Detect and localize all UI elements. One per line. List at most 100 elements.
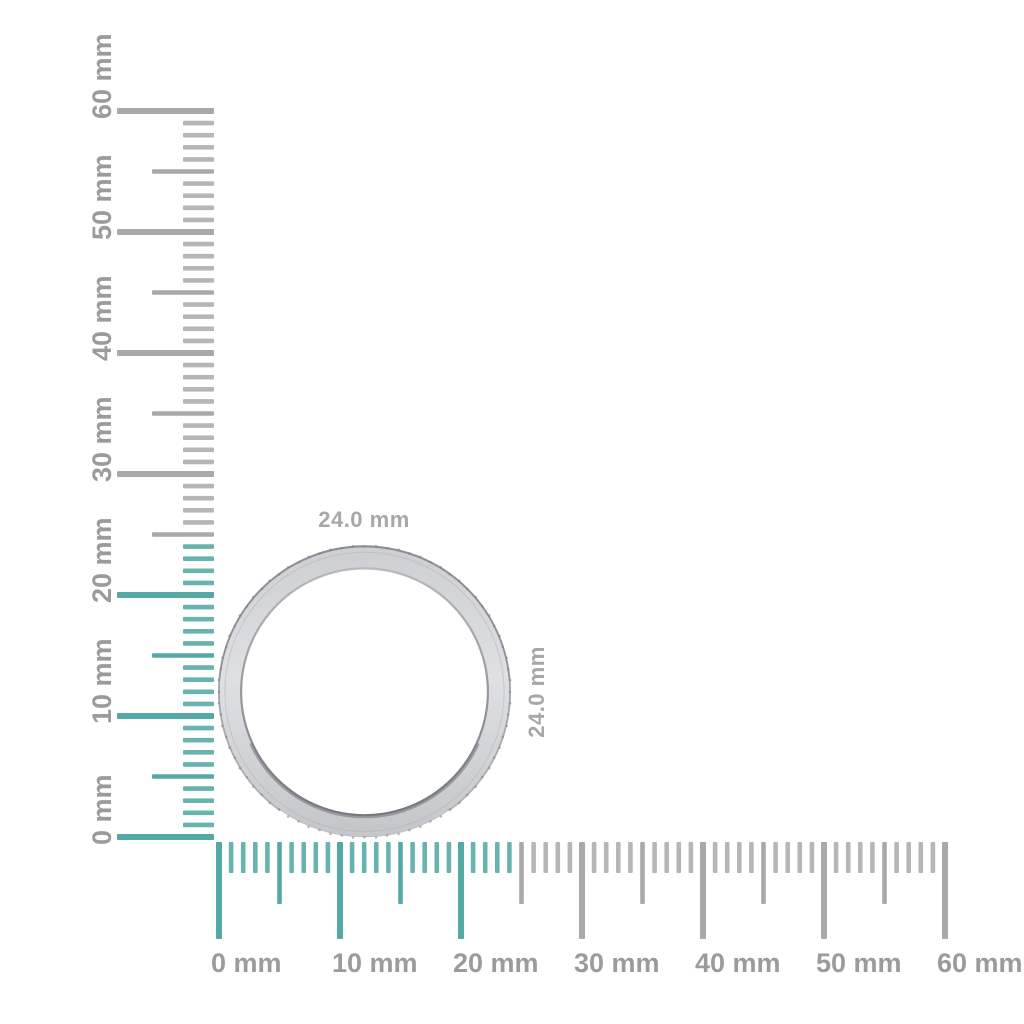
ring-stone-speck [224, 735, 228, 738]
v-ruler-label-30mm: 30 mm [87, 396, 117, 482]
ring-stone-speck [363, 835, 366, 839]
v-ruler-tick-48mm [183, 253, 214, 259]
ring-stone-speck [458, 801, 461, 805]
ring-stone-speck [340, 546, 344, 550]
v-ruler-tick-56mm [183, 157, 214, 162]
ring-height-dimension-label: 24.0 mm [524, 646, 549, 738]
ring-stone-speck [307, 555, 310, 558]
h-ruler-tick-42mm [724, 842, 730, 873]
ring-stone-speck [429, 560, 432, 564]
h-ruler-tick-50mm [821, 842, 827, 939]
h-ruler-tick-55mm [882, 842, 887, 904]
v-ruler-label-60mm: 60 mm [87, 33, 117, 119]
v-ruler-tick-29mm [183, 483, 214, 489]
h-ruler-tick-59mm [930, 842, 936, 873]
ring-stone-speck [374, 544, 378, 548]
h-ruler-label-0mm: 0 mm [211, 948, 282, 978]
ring-stone-speck [217, 690, 221, 694]
h-ruler-tick-53mm [858, 842, 863, 873]
ring-stone-speck [492, 756, 496, 760]
ring-stone-speck [268, 801, 271, 805]
h-ruler-tick-28mm [555, 842, 561, 873]
h-ruler-tick-40mm [700, 842, 706, 939]
v-ruler-tick-30mm [117, 471, 214, 477]
h-ruler-tick-36mm [652, 842, 657, 873]
ring-stone-speck [480, 776, 484, 779]
ring-stone-speck [233, 624, 237, 628]
h-ruler-tick-26mm [531, 842, 536, 873]
h-ruler-tick-3mm [253, 842, 258, 873]
v-ruler-tick-25mm [152, 532, 214, 537]
v-ruler-tick-16mm [183, 641, 214, 646]
vertical-ruler: 0 mm 10 mm 20 mm 30 mm 40 mm 50 mm 60 mm [87, 33, 214, 845]
v-ruler-tick-57mm [183, 145, 214, 150]
ring-stone-speck [508, 679, 512, 682]
v-ruler-tick-59mm [183, 120, 214, 126]
v-ruler-tick-60mm [117, 108, 214, 114]
h-ruler-tick-5mm [277, 842, 282, 904]
h-ruler-tick-11mm [349, 842, 355, 873]
h-ruler-tick-29mm [567, 842, 573, 873]
ring-stone-speck [506, 667, 510, 671]
ring-stone-speck [245, 776, 249, 779]
v-ruler-tick-17mm [183, 629, 214, 634]
h-ruler-tick-56mm [894, 842, 899, 873]
v-ruler-label-40mm: 40 mm [87, 275, 117, 361]
v-ruler-tick-53mm [183, 193, 214, 198]
v-ruler-tick-31mm [183, 459, 214, 465]
v-ruler-label-20mm: 20 mm [87, 517, 117, 603]
h-ruler-label-10mm: 10 mm [332, 948, 418, 978]
v-ruler-tick-36mm [183, 399, 214, 404]
ring-stone-speck [228, 746, 231, 749]
ring-stone-speck [329, 548, 332, 551]
v-ruler-tick-18mm [183, 616, 214, 622]
v-ruler-tick-39mm [183, 362, 214, 368]
h-ruler-label-60mm: 60 mm [937, 948, 1023, 978]
h-ruler-tick-34mm [628, 842, 633, 873]
h-ruler-tick-15mm [398, 842, 403, 904]
v-ruler-tick-28mm [183, 495, 214, 501]
ring-stone-speck [419, 555, 422, 558]
ring-stone-speck [474, 785, 477, 788]
h-ruler-tick-57mm [906, 842, 911, 873]
v-ruler-tick-50mm [117, 229, 214, 235]
v-ruler-tick-55mm [152, 169, 214, 174]
v-ruler-tick-12mm [183, 689, 214, 695]
v-ruler-tick-0mm [117, 834, 214, 840]
v-ruler-tick-1mm [183, 822, 214, 828]
v-ruler-tick-46mm [183, 278, 214, 283]
ring-stone-speck [505, 724, 508, 728]
h-ruler-tick-23mm [495, 842, 500, 873]
h-ruler-tick-20mm [458, 842, 464, 939]
ring-stone-speck [508, 702, 512, 705]
h-ruler-tick-38mm [676, 842, 682, 873]
ring-stone-speck [408, 828, 411, 832]
h-ruler-tick-16mm [410, 842, 415, 873]
v-ruler-tick-2mm [183, 810, 214, 816]
h-ruler-tick-13mm [374, 842, 379, 873]
v-ruler-tick-5mm [152, 774, 214, 779]
ring-stone-speck [268, 579, 271, 582]
ring-stone-speck [397, 548, 400, 551]
ring-stone-speck [219, 713, 223, 716]
ring-stone-speck [260, 587, 263, 591]
ring-stone-speck [498, 746, 501, 749]
h-ruler-tick-44mm [749, 842, 754, 873]
ring-stone-speck [506, 713, 510, 716]
h-ruler-label-40mm: 40 mm [695, 948, 781, 978]
h-ruler-tick-4mm [265, 842, 270, 873]
v-ruler-tick-41mm [183, 338, 214, 344]
v-ruler-tick-3mm [183, 798, 214, 803]
h-ruler-tick-0mm [216, 842, 222, 939]
v-ruler-tick-33mm [183, 435, 214, 440]
h-ruler-tick-43mm [737, 842, 742, 873]
v-ruler-tick-20mm [117, 592, 214, 598]
h-ruler-tick-31mm [591, 842, 597, 873]
ring-stone-speck [252, 785, 255, 788]
v-ruler-label-0mm: 0 mm [87, 774, 117, 845]
v-ruler-tick-52mm [183, 205, 214, 211]
v-ruler-tick-35mm [152, 411, 214, 416]
ring-stone-speck [277, 572, 281, 576]
